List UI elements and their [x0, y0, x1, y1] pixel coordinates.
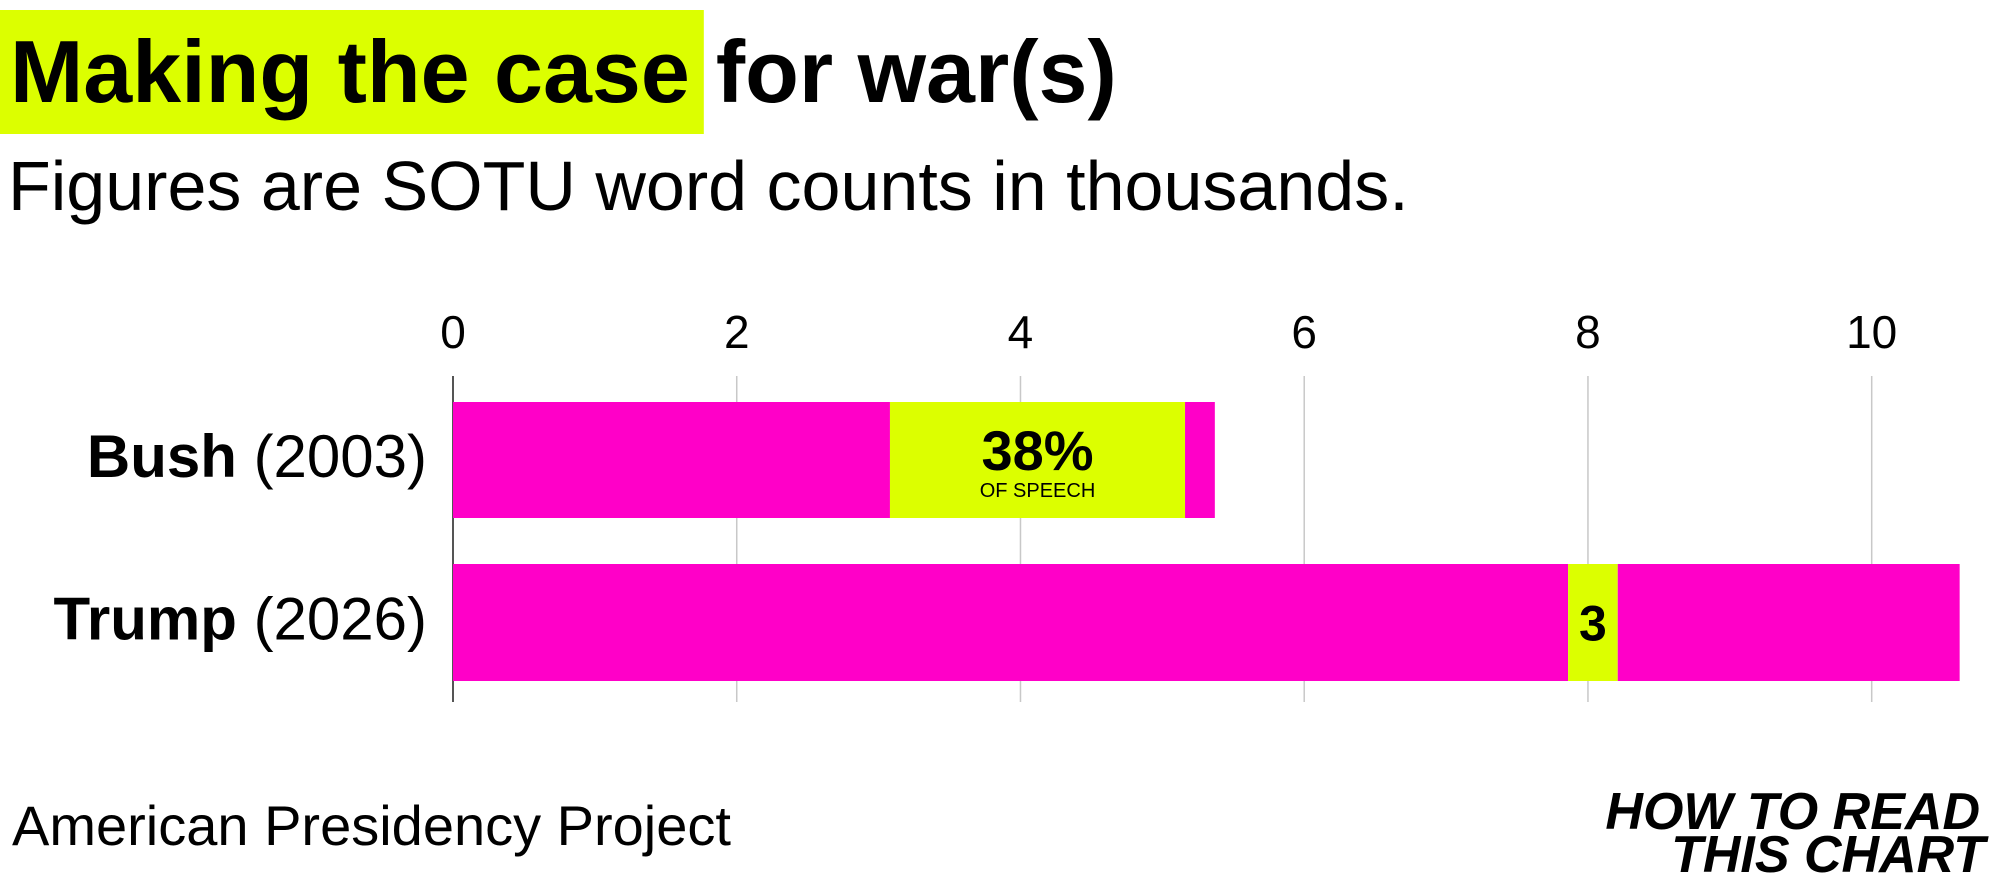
chart-title: for war(s)	[716, 22, 1117, 121]
annotation: 3	[1579, 596, 1607, 652]
bar-segment	[453, 402, 890, 518]
bar-segment	[1185, 402, 1215, 518]
source: American Presidency Project	[12, 794, 731, 857]
chart-title: Making the case	[10, 22, 690, 121]
title-highlight	[0, 10, 704, 134]
bar-segment	[453, 564, 1569, 681]
bar-segment	[1617, 564, 1960, 681]
y-tick-label: Bush (2003)	[87, 423, 427, 490]
annotation: 38%	[981, 419, 1093, 482]
annotation-sub: OF SPEECH	[980, 480, 1096, 502]
bar-segment	[1568, 564, 1618, 681]
chart-subtitle: Figures are SOTU word counts in thousand…	[8, 147, 1409, 225]
x-tick-label: 8	[1575, 306, 1601, 358]
x-tick-label: 0	[440, 306, 466, 358]
brand: THIS CHART	[1671, 826, 1989, 884]
brand: HOW TO READ	[1605, 783, 1980, 841]
category-name: Trump	[54, 586, 237, 653]
x-tick-label: 4	[1008, 306, 1034, 358]
bar-segment	[889, 402, 1186, 518]
x-tick-label: 10	[1846, 306, 1897, 358]
category-year: (2003)	[254, 423, 427, 490]
x-tick-label: 6	[1291, 306, 1317, 358]
y-tick-label: Trump (2026)	[54, 586, 427, 653]
category-name: Bush	[87, 423, 237, 490]
category-year: (2026)	[254, 586, 427, 653]
x-tick-label: 2	[724, 306, 750, 358]
